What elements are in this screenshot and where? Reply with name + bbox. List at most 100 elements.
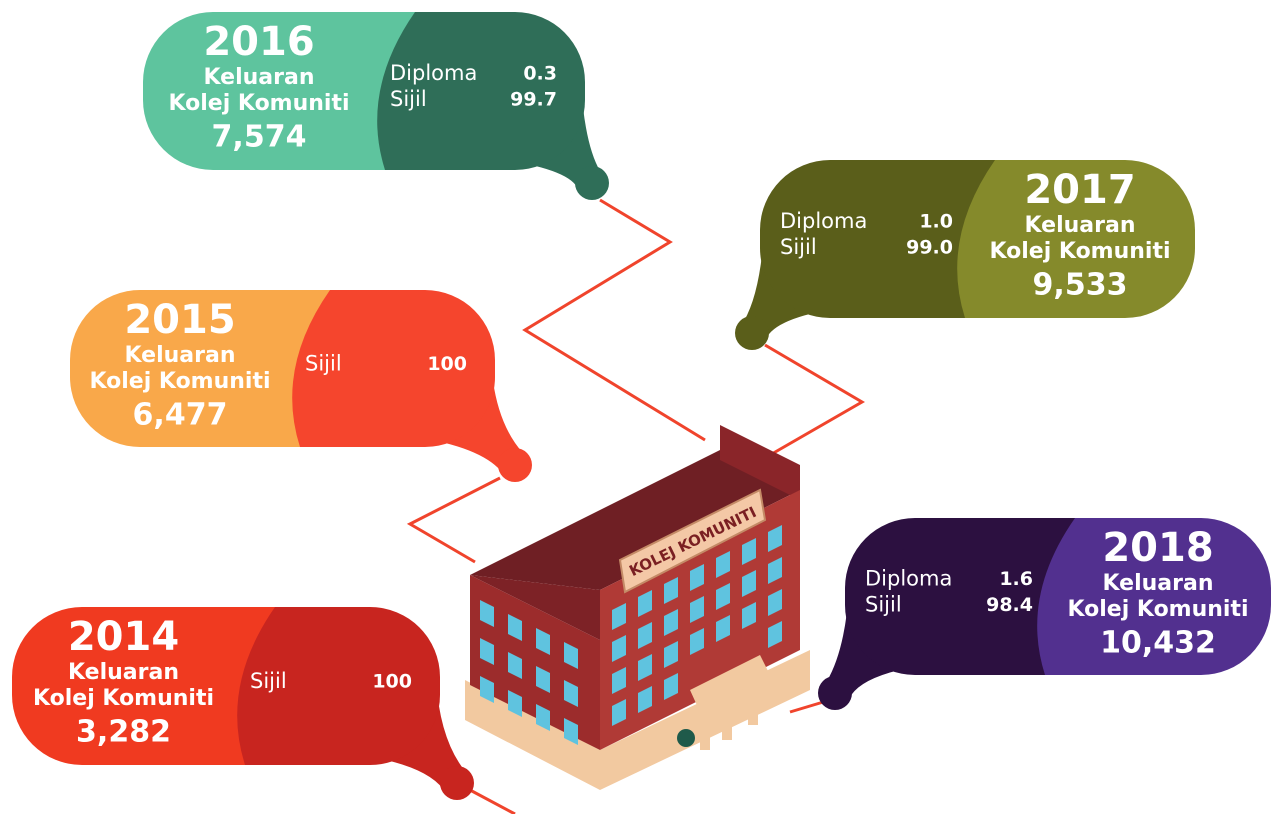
connector-lines [406,198,865,816]
window [768,621,782,648]
item-value: 1.6 [999,568,1033,590]
left-wing [470,575,600,750]
item-name: Diploma [865,567,952,591]
item-value: 99.7 [510,89,557,111]
pillar [700,705,710,750]
bubble-right [377,12,585,170]
bubble-tail-dot [735,316,769,350]
window [536,628,550,655]
bubble-year: 2017 [1024,167,1135,213]
window [742,570,756,597]
window [480,600,494,627]
item-value: 98.4 [986,594,1033,616]
window [768,525,782,552]
windows [480,525,782,745]
window [508,690,522,717]
bubble-body [845,518,1271,675]
bubble-left [143,12,425,170]
bubble-right [1037,518,1271,675]
roof [470,450,800,590]
bubble-label: Kolej Komuniti [989,239,1170,264]
bubble-label: Kolej Komuniti [168,91,349,116]
window [612,699,626,726]
window [716,551,730,578]
window [536,666,550,693]
window [742,538,756,565]
bubble-body [143,12,585,170]
item-name: Sijil [865,593,902,617]
building: KOLEJ KOMUNITI [465,425,810,790]
bubble-label: Kolej Komuniti [1067,597,1248,622]
connector [469,788,516,816]
bubble-right [292,290,495,447]
bubble-label: Keluaran [68,660,179,685]
bubble-label: Keluaran [1025,213,1136,238]
bubble-year: 2014 [68,614,179,660]
bubble-tail-dot [575,166,609,200]
window [564,680,578,707]
bubble-total: 7,574 [212,120,307,155]
window [716,583,730,610]
window [480,676,494,703]
window [690,596,704,623]
window [564,642,578,669]
window [768,589,782,616]
bubble-label: Keluaran [1103,571,1214,596]
item-value: 100 [372,671,412,693]
bubble-label: Kolej Komuniti [89,369,270,394]
window [768,557,782,584]
porch-roof [690,655,770,712]
bubble-label: Keluaran [204,65,315,90]
bubble-tail-dot [498,448,532,482]
window [480,638,494,665]
window [536,704,550,731]
item-value: 1.0 [919,211,953,233]
connector [406,476,501,564]
bubble-total: 9,533 [1033,268,1128,303]
window [612,667,626,694]
bubble-tail-dot [818,676,852,710]
bubble-total: 6,477 [133,398,228,433]
bubble-tail-dot [440,766,474,800]
bubble-year: 2018 [1102,525,1213,571]
bubble-body [760,160,1195,318]
window [612,603,626,630]
window [664,673,678,700]
pillar [722,695,732,740]
item-name: Sijil [780,235,817,259]
window [508,652,522,679]
window [508,614,522,641]
window [638,590,652,617]
bush [677,729,695,747]
window [690,564,704,591]
tower [720,425,800,500]
window [638,622,652,649]
window [664,609,678,636]
window [638,654,652,681]
item-value: 0.3 [523,63,557,85]
connector [522,198,706,442]
window [742,602,756,629]
bubble-body [12,607,440,765]
bubble-total: 10,432 [1100,626,1216,661]
item-name: Diploma [780,209,867,233]
item-value: 99.0 [906,237,953,259]
item-value: 100 [427,353,467,375]
base [465,650,810,790]
bubble-year: 2016 [203,19,314,65]
window [612,635,626,662]
bubble-right [957,160,1195,318]
bubble-body [70,290,495,447]
window [564,718,578,745]
item-name: Sijil [305,352,342,376]
pillar [748,680,758,725]
corner [470,575,600,640]
window [664,641,678,668]
